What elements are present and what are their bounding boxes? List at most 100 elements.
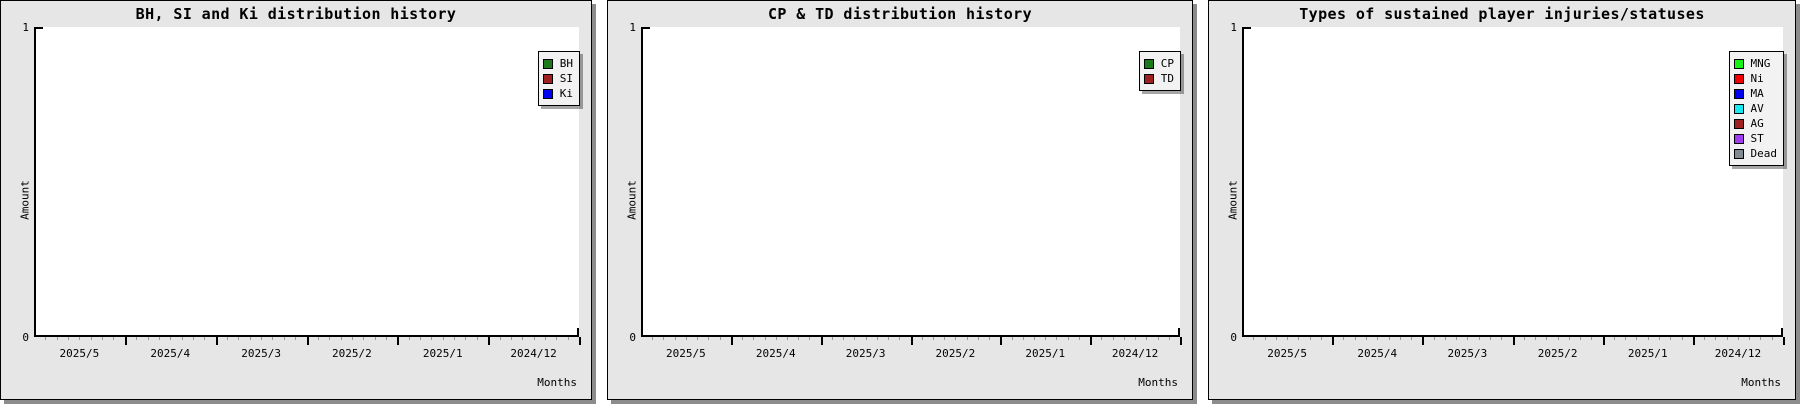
x-axis-minor-tick (1264, 337, 1266, 340)
x-axis-minor-tick (719, 337, 721, 340)
chart-legend[interactable]: CP TD (1138, 51, 1181, 91)
legend-item-label: CP (1160, 57, 1174, 70)
x-axis-minor-tick (192, 337, 194, 340)
legend-swatch-icon (1733, 73, 1744, 84)
x-axis-minor-tick (1399, 337, 1401, 340)
x-axis-tick-label: 2024/12 (1111, 347, 1159, 360)
x-axis-minor-tick (1056, 337, 1058, 340)
x-axis-minor-tick (1034, 337, 1036, 340)
x-axis-minor-tick (283, 337, 285, 340)
legend-item[interactable]: CP (1143, 56, 1174, 71)
x-axis-tick-label: 2025/2 (332, 347, 372, 360)
x-axis-minor-tick (1647, 337, 1649, 340)
chart-panel-injuries-statuses: Types of sustained player injuries/statu… (1208, 0, 1796, 400)
legend-item-label: Dead (1750, 147, 1778, 160)
legend-item[interactable]: Dead (1733, 146, 1778, 161)
chart-legend[interactable]: MNG Ni MA AV AG ST Dead (1728, 51, 1784, 166)
x-axis-minor-tick (1523, 337, 1525, 340)
x-axis-tick-label: 2025/2 (1537, 347, 1578, 360)
x-axis-minor-tick (102, 337, 104, 340)
x-axis-minor-tick (476, 337, 478, 340)
x-axis-minor-tick (1568, 337, 1570, 340)
y-axis-label: Amount (625, 180, 639, 220)
page-title: Types of sustained player injuries/statu… (1299, 5, 1705, 23)
legend-item[interactable]: SI (542, 71, 573, 86)
x-axis-minor-tick (1123, 337, 1125, 340)
legend-swatch-icon (1733, 103, 1744, 114)
x-axis-minor-tick (1726, 337, 1728, 340)
y-axis-label: Amount (18, 180, 32, 220)
x-axis-minor-tick (90, 337, 92, 340)
y-axis-top-stub (34, 27, 43, 29)
x-axis-tick-label: 2024/12 (510, 347, 557, 360)
x-axis-minor-tick (989, 337, 991, 340)
legend-item-label: AG (1750, 117, 1764, 130)
x-axis-minor-tick (1022, 337, 1024, 340)
legend-item[interactable]: AV (1733, 101, 1778, 116)
x-axis-ticks (1242, 337, 1785, 345)
legend-item[interactable]: ST (1733, 131, 1778, 146)
legend-swatch-icon (542, 73, 553, 84)
x-axis-minor-tick (1478, 337, 1480, 340)
legend-item-label: TD (1160, 72, 1174, 85)
x-axis-minor-tick (966, 337, 968, 340)
x-axis-minor-tick (1354, 337, 1356, 340)
legend-item-label: ST (1750, 132, 1764, 145)
legend-swatch-icon (1733, 133, 1744, 144)
x-axis-minor-tick (1112, 337, 1114, 340)
x-axis-minor-tick (272, 337, 274, 340)
x-axis-label: Months (1138, 376, 1178, 389)
x-axis-minor-tick (1613, 337, 1615, 340)
legend-item[interactable]: Ni (1733, 71, 1778, 86)
x-axis-minor-tick (1101, 337, 1103, 340)
x-axis-ticks (641, 337, 1182, 345)
x-axis-minor-tick (1045, 337, 1047, 340)
chart-legend[interactable]: BH SI Ki (537, 51, 580, 106)
legend-swatch-icon (1733, 88, 1744, 99)
x-axis-minor-tick (1670, 337, 1672, 340)
x-axis-minor-tick (1580, 337, 1582, 340)
x-axis-minor-tick (1625, 337, 1627, 340)
x-axis-minor-tick (249, 337, 251, 340)
x-axis-minor-tick (1704, 337, 1706, 340)
x-axis-minor-tick (454, 337, 456, 340)
x-axis-minor-tick (1433, 337, 1435, 340)
x-axis-minor-tick (238, 337, 240, 340)
x-axis-minor-tick (1365, 337, 1367, 340)
legend-item[interactable]: AG (1733, 116, 1778, 131)
legend-item[interactable]: TD (1143, 71, 1174, 86)
legend-item-label: MNG (1750, 57, 1771, 70)
legend-item[interactable]: MA (1733, 86, 1778, 101)
x-axis-minor-tick (1636, 337, 1638, 340)
x-axis-minor-tick (708, 337, 710, 340)
x-axis-minor-tick (56, 337, 58, 340)
x-axis-major-tick (1180, 337, 1182, 345)
legend-item[interactable]: BH (542, 56, 573, 71)
x-axis-minor-tick (921, 337, 923, 340)
x-axis-tick-label: 2025/5 (1267, 347, 1307, 360)
x-axis-ticks (34, 337, 581, 345)
x-axis-minor-tick (1388, 337, 1390, 340)
x-axis-major-tick (1512, 337, 1515, 345)
page-title: BH, SI and Ki distribution history (135, 5, 457, 23)
x-axis-minor-tick (1591, 337, 1593, 340)
x-axis-tick-label: 2025/1 (422, 347, 463, 360)
legend-item[interactable]: Ki (542, 86, 573, 101)
x-axis-minor-tick (510, 337, 512, 340)
x-axis-minor-tick (775, 337, 777, 340)
x-axis-major-tick (1090, 337, 1093, 345)
x-axis-tick-label: 2025/1 (1627, 347, 1668, 360)
x-axis-minor-tick (170, 337, 172, 340)
x-axis-minor-tick (442, 337, 444, 340)
legend-item-label: AV (1750, 102, 1764, 115)
x-axis-minor-tick (1489, 337, 1491, 340)
x-axis-minor-tick (674, 337, 676, 340)
legend-swatch-icon (1733, 118, 1744, 129)
x-axis-minor-tick (876, 337, 878, 340)
x-axis-label: Months (537, 376, 577, 389)
x-axis-minor-tick (1456, 337, 1458, 340)
y-axis-label: Amount (1226, 180, 1240, 220)
x-axis-minor-tick (1298, 337, 1300, 340)
legend-item[interactable]: MNG (1733, 56, 1778, 71)
